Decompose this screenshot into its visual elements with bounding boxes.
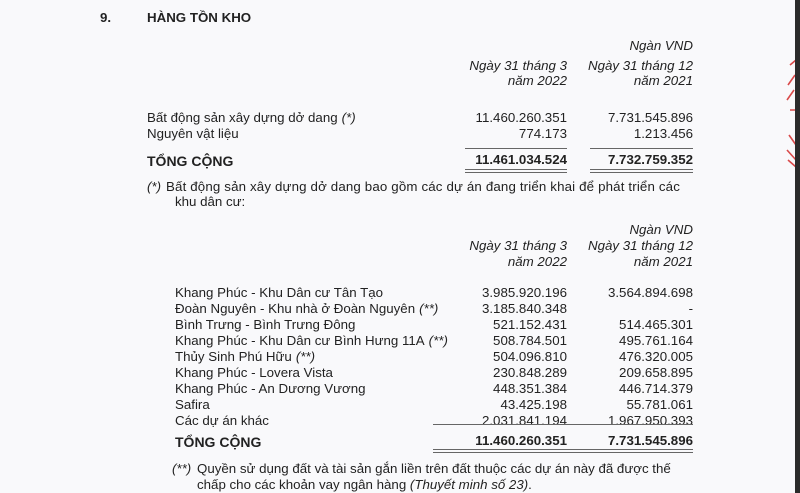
col1-header-line1: Ngày 31 tháng 3 [469,238,567,253]
subtotal-line [560,424,693,425]
row-value-2021: 514.465.301 [619,317,693,332]
row-label-text: Các dự án khác [175,413,269,428]
row-value-2021: 446.714.379 [619,381,693,396]
row-label: Thủy Sinh Phú Hữu (**) [175,349,315,365]
col1-header-line2: năm 2022 [507,73,567,88]
row-label: Khang Phúc - Lovera Vista [175,365,333,381]
row-value-2021: 1.213.456 [633,126,693,141]
row-note-marker: (*) [341,110,356,125]
row-label-text: Khang Phúc - Khu Dân cư Tân Tạo [175,285,383,300]
row-value-2021: 3.564.894.698 [607,285,693,300]
unit-label: Ngàn VND [629,38,693,53]
note-text: . [528,477,532,492]
row-note-marker: (**) [428,333,448,348]
row-label: Khang Phúc - Khu Dân cư Bình Hưng 11A (**… [175,333,448,349]
row-note-marker: (**) [295,349,316,364]
row-value-2021: - [688,301,693,316]
total-double-line [560,449,693,453]
section-title: HÀNG TỒN KHO [147,10,252,25]
total-double-line [590,169,693,173]
note-marker: (**) [172,461,192,476]
row-label-text: Khang Phúc - An Dương Vương [175,381,366,396]
row-label-text: Khang Phúc - Khu Dân cư Bình Hưng 11A [175,333,425,348]
total-value-2022: 11.461.034.524 [475,152,567,167]
row-value-2022: 508.784.501 [493,333,567,348]
row-label-text: Bất động sản xây dựng dở dang [147,110,338,125]
row-label: Bình Trưng - Bình Trưng Đông [175,317,355,333]
note-reference: (Thuyết minh số 23) [409,477,529,492]
subtotal-line [433,424,567,425]
row-note-marker: (**) [419,301,439,316]
row-label: Đoàn Nguyên - Khu nhà ở Đoàn Nguyên (**) [175,301,438,317]
row-value-2021: 55.781.061 [626,397,693,412]
row-label: Khang Phúc - An Dương Vương [175,381,365,397]
row-value-2021: 209.658.895 [619,365,693,380]
row-label-text: Nguyên vật liệu [147,126,239,141]
note-text: Bất động sản xây dựng dở dang bao gồm cá… [166,179,680,194]
col2-header-line1: Ngày 31 tháng 12 [588,58,693,73]
row-label-text: Khang Phúc - Lovera Vista [175,365,333,380]
col2-header-line2: năm 2021 [633,73,693,88]
row-label-text: Đoàn Nguyên - Khu nhà ở Đoàn Nguyên [175,301,416,316]
total-value-2022: 11.460.260.351 [475,433,567,448]
note-marker: (*) [147,179,162,194]
note-text-line2: chấp cho các khoản vay ngân hàng (Thuyết… [197,477,532,493]
row-value-2022: 3.985.920.196 [481,285,567,300]
row-value-2022: 230.848.289 [493,365,567,380]
row-label: Nguyên vật liệu [147,126,239,142]
row-label: Bất động sản xây dựng dở dang (*) [147,110,356,126]
row-label-text: Safira [175,397,210,412]
row-value-2021: 476.320.005 [619,349,693,364]
row-value-2021: 495.761.164 [619,333,693,348]
row-value-2021: 1.967.950.393 [607,413,693,428]
row-value-2022: 448.351.384 [493,381,567,396]
row-value-2022: 774.173 [518,126,567,141]
col1-header-line2: năm 2022 [507,254,567,269]
col2-header-line1: Ngày 31 tháng 12 [588,238,693,253]
subtotal-line [590,148,693,149]
row-value-2022: 521.152.431 [493,317,567,332]
col1-header-line1: Ngày 31 tháng 3 [469,58,567,73]
scrollbar[interactable] [795,0,800,493]
total-double-line [433,449,567,453]
row-label-text: Thủy Sinh Phú Hữu [175,349,292,364]
subtotal-line [465,148,567,149]
row-value-2022: 11.460.260.351 [475,110,567,125]
red-stamp-fragment [784,55,798,170]
unit-label: Ngàn VND [629,222,693,237]
col2-header-line2: năm 2021 [633,254,693,269]
row-value-2022: 3.185.840.348 [481,301,567,316]
total-label: TỔNG CỘNG [175,434,262,450]
row-label: Khang Phúc - Khu Dân cư Tân Tạo [175,285,383,301]
row-value-2022: 504.096.810 [493,349,567,364]
total-value-2021: 7.731.545.896 [607,433,693,448]
section-number: 9. [100,10,112,25]
row-value-2022: 43.425.198 [500,397,567,412]
total-double-line [465,169,567,173]
total-value-2021: 7.732.759.352 [607,152,693,167]
row-label: Các dự án khác [175,413,269,429]
row-value-2022: 2.031.841.194 [481,413,567,428]
row-label-text: Bình Trưng - Bình Trưng Đông [175,317,356,332]
row-value-2021: 7.731.545.896 [607,110,693,125]
total-label: TỔNG CỘNG [147,153,234,169]
note-text: chấp cho các khoản vay ngân hàng [197,477,410,492]
note-text: khu dân cư: [175,194,246,209]
row-label: Safira [175,397,210,413]
note-text: Quyền sử dụng đất và tài sản gắn liền tr… [197,461,671,476]
